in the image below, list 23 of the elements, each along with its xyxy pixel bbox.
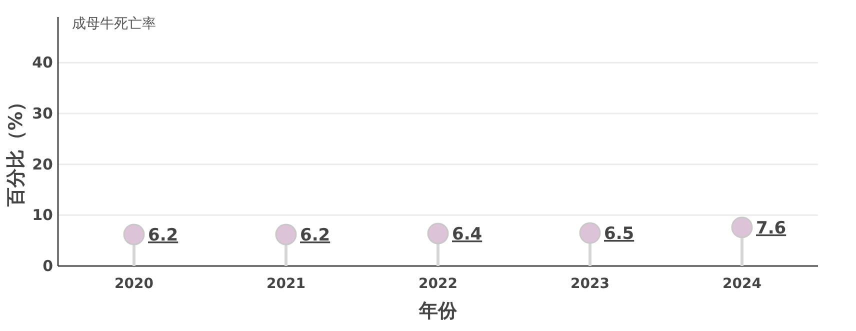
point xyxy=(123,224,145,246)
data-label: 6.4 xyxy=(452,224,482,244)
point xyxy=(275,224,297,246)
data-label: 6.2 xyxy=(148,225,178,246)
y-tick-label: 40 xyxy=(32,54,53,72)
x-tick-label: 2020 xyxy=(114,276,154,292)
chart-title: 成母牛死亡率 xyxy=(72,16,156,32)
point xyxy=(579,222,601,244)
x-tick-label: 2021 xyxy=(266,276,306,292)
y-tick-label: 30 xyxy=(32,104,53,123)
y-tick-label: 0 xyxy=(42,257,53,275)
x-tick-label: 2023 xyxy=(570,276,610,292)
x-axis-title: 年份 xyxy=(418,300,458,322)
data-label: 6.2 xyxy=(300,225,330,246)
data-label: 6.5 xyxy=(604,224,634,244)
y-axis-title: 百分比（%） xyxy=(5,92,27,208)
point xyxy=(731,216,753,238)
x-tick-label: 2024 xyxy=(722,276,762,292)
x-tick-label: 2022 xyxy=(418,276,458,292)
y-tick-label: 20 xyxy=(32,155,53,174)
y-tick-label: 10 xyxy=(32,206,53,224)
point xyxy=(427,222,449,244)
data-label: 7.6 xyxy=(756,218,786,238)
